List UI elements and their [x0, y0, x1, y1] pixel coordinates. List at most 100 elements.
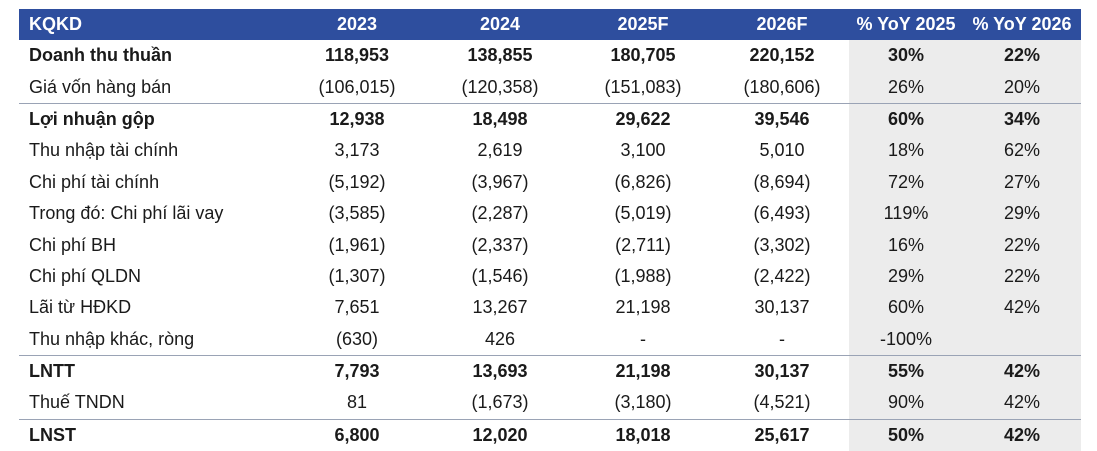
value-2025f: (3,180) — [571, 387, 715, 420]
yoy-2025: 90% — [849, 387, 963, 420]
value-2026f: 5,010 — [759, 140, 805, 161]
yoy-2025: 60% — [849, 103, 963, 136]
yoy-2026: 22% — [963, 260, 1081, 293]
value-2025f: 21,198 — [615, 297, 671, 318]
value-2026f: 30,137 — [754, 361, 810, 382]
yoy-2026: 27% — [963, 166, 1081, 198]
value-2023: (1,961) — [328, 234, 386, 255]
yoy-2025: 60% — [849, 292, 963, 324]
value-2026f: (180,606) — [715, 71, 849, 104]
yoy-2025: 18% — [849, 135, 963, 167]
header-2024: 2024 — [429, 9, 571, 40]
value-2023: 12,938 — [329, 108, 385, 129]
value-2025f: (6,826) — [614, 171, 672, 192]
value-2024: (1,673) — [429, 387, 571, 420]
value-2023: (630) — [285, 323, 429, 356]
yoy-2025: 72% — [849, 166, 963, 198]
value-2025f: (151,083) — [571, 71, 715, 104]
header-row: KQKD 2023 2024 2025F 2026F % YoY 2025 % … — [19, 9, 1081, 40]
value-2025f: (1,988) — [614, 265, 672, 286]
value-2026f: (8,694) — [753, 171, 811, 192]
table-row: Chi phí QLDN (1,307) (1,546) (1,988) (2,422)… — [19, 260, 1081, 293]
value-2025f: (5,019) — [614, 203, 672, 224]
value-2026f: 25,617 — [754, 424, 810, 445]
row-label: Thuế TNDN — [19, 387, 285, 420]
header-2026f: 2026F — [715, 9, 849, 40]
value-2025f: 18,018 — [615, 424, 671, 445]
value-2026f: 39,546 — [754, 108, 810, 129]
row-label: Lãi từ HĐKD — [29, 297, 132, 318]
yoy-2026: 34% — [963, 103, 1081, 136]
value-2026f: (6,493) — [753, 203, 811, 224]
yoy-2025: 16% — [849, 229, 963, 261]
value-2023: 7,793 — [334, 361, 380, 382]
value-2024: (3,967) — [471, 171, 529, 192]
table-body: Doanh thu thuần 118,953 138,855 180,705 220,… — [19, 40, 1081, 451]
yoy-2026: 22% — [963, 229, 1081, 261]
row-label: Chi phí tài chính — [29, 171, 160, 192]
yoy-2026: 29% — [963, 197, 1081, 230]
value-2024: (120,358) — [429, 71, 571, 104]
value-2024: 13,267 — [472, 297, 528, 318]
value-2024: (2,287) — [471, 203, 529, 224]
yoy-2026: 20% — [963, 71, 1081, 104]
value-2025f: 21,198 — [615, 361, 671, 382]
yoy-2026: 22% — [963, 40, 1081, 72]
value-2024: 13,693 — [472, 361, 528, 382]
value-2026f: (3,302) — [753, 234, 811, 255]
yoy-2025: 50% — [849, 419, 963, 451]
yoy-2025: 26% — [849, 71, 963, 104]
row-label: Doanh thu thuần — [29, 45, 172, 66]
value-2024: (2,337) — [471, 234, 529, 255]
value-2023: 3,173 — [334, 140, 380, 161]
value-2023: 81 — [285, 387, 429, 420]
yoy-2025: 55% — [849, 355, 963, 388]
value-2025f: (2,711) — [615, 234, 671, 255]
table-row: Thuế TNDN 81 (1,673) (3,180) (4,521) 90% 42% — [19, 387, 1081, 420]
header-yoy-2025: % YoY 2025 — [849, 9, 963, 40]
header-2025f: 2025F — [571, 9, 715, 40]
yoy-2026: 62% — [963, 135, 1081, 167]
value-2023: (3,585) — [328, 203, 386, 224]
header-label: KQKD — [19, 9, 285, 40]
value-2025f: 29,622 — [615, 108, 671, 129]
table-row: LNST 6,800 12,020 18,018 25,617 50% 42% — [19, 419, 1081, 451]
income-statement-table-wrapper: KQKD 2023 2024 2025F 2026F % YoY 2025 % … — [19, 9, 1081, 451]
table-row: Thu nhập khác, ròng (630) 426- - -100% — [19, 323, 1081, 356]
yoy-2026: 42% — [963, 419, 1081, 451]
value-2024: 138,855 — [467, 45, 533, 66]
value-2025f: 3,100 — [620, 140, 666, 161]
yoy-2026: 42% — [963, 387, 1081, 420]
yoy-2026: 42% — [963, 292, 1081, 324]
yoy-2025: -100% — [849, 323, 963, 356]
row-label: LNST — [29, 424, 76, 445]
value-2025f: 180,705 — [610, 45, 676, 66]
income-statement-table: KQKD 2023 2024 2025F 2026F % YoY 2025 % … — [19, 9, 1081, 451]
value-2023: (1,307) — [328, 265, 386, 286]
table-row: Doanh thu thuần 118,953 138,855 180,705 220,… — [19, 40, 1081, 72]
value-2024: 2,619 — [477, 140, 523, 161]
table-row: Chi phí tài chính (5,192) (3,967) (6,826) (8… — [19, 166, 1081, 198]
value-2025f: - — [571, 323, 715, 356]
header-yoy-2026: % YoY 2026 — [963, 9, 1081, 40]
row-label: Giá vốn hàng bán — [19, 71, 285, 104]
yoy-2025: 29% — [849, 260, 963, 293]
yoy-2025: 30% — [849, 40, 963, 72]
table-row: LNTT 7,793 13,693 21,198 30,137 55% 42% — [19, 355, 1081, 388]
row-label: Lợi nhuận gộp — [29, 108, 155, 129]
value-2023: (106,015) — [285, 71, 429, 104]
value-2024: 12,020 — [472, 424, 528, 445]
value-2024: 18,498 — [472, 108, 528, 129]
value-2023: 6,800 — [334, 424, 380, 445]
value-2026f: (2,422) — [753, 265, 811, 286]
row-label: Chi phí QLDN — [29, 265, 142, 286]
value-2026f: 30,137 — [754, 297, 810, 318]
value-2023: 118,953 — [324, 45, 390, 66]
header-2023: 2023 — [285, 9, 429, 40]
value-2026f: - — [715, 323, 849, 356]
value-2023: 7,651 — [334, 297, 380, 318]
table-row: Trong đó: Chi phí lãi vay (3,585) (2,287) (… — [19, 197, 1081, 230]
row-label: Thu nhập tài chính — [29, 140, 179, 161]
value-2024: 426 — [429, 323, 571, 356]
yoy-2026 — [963, 323, 1081, 356]
